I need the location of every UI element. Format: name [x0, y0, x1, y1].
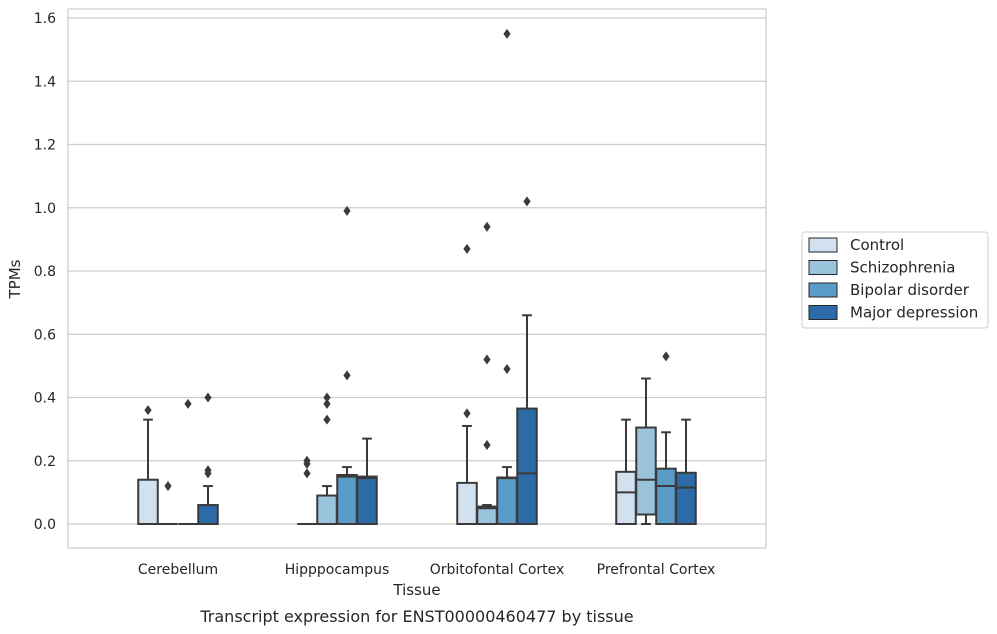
box-major-depression-2 [516, 196, 538, 526]
outlier-point [323, 414, 331, 425]
x-tick-label: Orbitofontal Cortex [430, 562, 565, 578]
y-tick-label: 0.4 [34, 391, 56, 407]
box-rect [197, 504, 219, 525]
box-rect [316, 494, 338, 526]
box-control-1 [297, 455, 317, 525]
box-rect [655, 467, 677, 525]
box-rect [336, 473, 358, 526]
y-tick-label: 1.4 [34, 74, 56, 90]
outlier-point [184, 398, 192, 409]
box-rect [675, 471, 697, 525]
x-tick-label: Hipppocampus [285, 562, 390, 578]
box-rect [615, 470, 637, 526]
outlier-point [343, 370, 351, 381]
y-tick-label: 1.2 [34, 138, 56, 154]
box-control-2 [456, 243, 478, 526]
box-bipolar-disorder-0 [178, 398, 198, 525]
y-tick-label: 0.8 [34, 264, 56, 280]
box-rect [635, 426, 657, 516]
x-tick-label: Prefrontal Cortex [597, 562, 716, 578]
box-major-depression-1 [356, 437, 378, 525]
y-tick-label: 0.0 [34, 517, 56, 533]
box-control-3 [615, 418, 637, 526]
legend-swatch [808, 260, 838, 275]
legend: Control Schizophrenia Bipolar disorder Majo… [801, 231, 989, 329]
outlier-point [144, 405, 152, 416]
legend-swatch [808, 282, 838, 298]
y-axis-label: TPMs [6, 259, 24, 299]
outlier-point [463, 408, 471, 419]
outlier-point [662, 351, 670, 362]
outlier-point [503, 364, 511, 375]
outlier-point [483, 354, 491, 365]
box-schizophrenia-1 [316, 392, 338, 526]
outlier-point [323, 392, 331, 403]
box-rect [476, 505, 498, 526]
legend-label: Control [850, 236, 904, 254]
y-tick-label: 1.6 [34, 11, 56, 27]
x-tick-label: Cerebellum [138, 562, 218, 578]
outlier-point [164, 481, 172, 492]
grid-lines [68, 17, 766, 525]
outlier-point [303, 468, 311, 479]
box-bipolar-disorder-1 [336, 205, 358, 526]
outlier-point [503, 28, 511, 39]
legend-label: Bipolar disorder [850, 281, 970, 299]
box-bipolar-disorder-2 [496, 28, 518, 526]
box-rect [496, 476, 518, 526]
y-tick-label: 1.0 [34, 201, 56, 217]
outlier-point [483, 439, 491, 450]
box-rect [516, 407, 538, 526]
box-bipolar-disorder-3 [655, 351, 677, 525]
x-axis-label: Tissue [392, 581, 440, 599]
y-tick-label: 0.6 [34, 327, 56, 343]
outlier-point [343, 205, 351, 216]
box-major-depression-3 [675, 418, 697, 525]
x-tick-labels: Cerebellum Hipppocampus Orbitofontal Corte… [138, 562, 715, 578]
legend-frame [801, 231, 989, 329]
legend-label: Schizophrenia [850, 259, 955, 277]
legend-swatch [808, 237, 838, 253]
box-rect [456, 481, 478, 526]
plot-frame [67, 8, 767, 549]
outlier-point [483, 221, 491, 232]
outlier-point [523, 196, 531, 207]
legend-label: Major depression [850, 304, 978, 322]
outlier-point [303, 455, 311, 466]
box-rect [356, 475, 378, 525]
box-rect [137, 478, 159, 526]
box-schizophrenia-3 [635, 377, 657, 525]
box-control-0 [137, 405, 159, 526]
box-schizophrenia-0 [158, 481, 178, 525]
y-tick-label: 0.2 [34, 454, 56, 470]
box-schizophrenia-2 [476, 221, 498, 526]
legend-swatch [808, 305, 838, 320]
outlier-point [204, 465, 212, 476]
outlier-point [204, 392, 212, 403]
outlier-point [463, 243, 471, 254]
box-series [137, 28, 697, 526]
y-tick-labels: 0.0 0.2 0.4 0.6 0.8 1.0 1.2 1.4 1.6 [34, 11, 56, 533]
chart-caption: Transcript expression for ENST0000046047… [199, 607, 633, 626]
outlier-point [323, 398, 331, 409]
box-major-depression-0 [197, 392, 219, 525]
